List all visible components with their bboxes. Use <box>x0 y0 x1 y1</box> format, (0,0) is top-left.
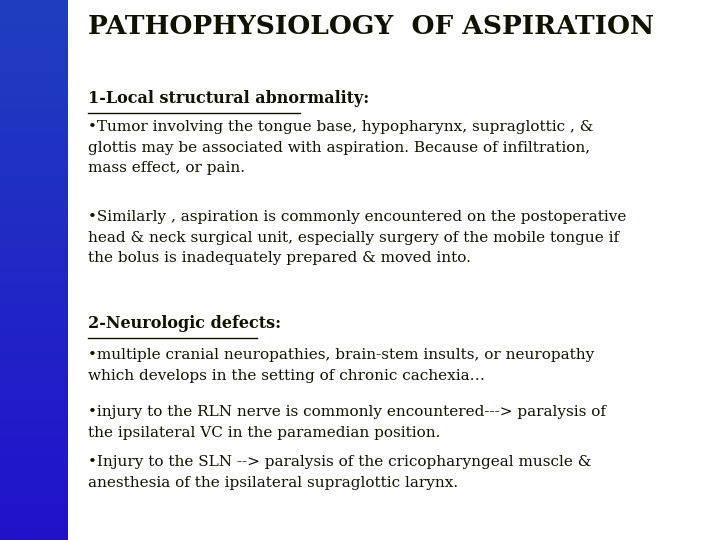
Text: •multiple cranial neuropathies, brain-stem insults, or neuropathy
which develops: •multiple cranial neuropathies, brain-st… <box>88 348 594 383</box>
Text: •injury to the RLN nerve is commonly encountered---> paralysis of
the ipsilatera: •injury to the RLN nerve is commonly enc… <box>88 405 606 440</box>
Text: PATHOPHYSIOLOGY  OF ASPIRATION: PATHOPHYSIOLOGY OF ASPIRATION <box>88 14 654 39</box>
Text: 1-Local structural abnormality:: 1-Local structural abnormality: <box>88 90 369 107</box>
Text: •Injury to the SLN --> paralysis of the cricopharyngeal muscle &
anesthesia of t: •Injury to the SLN --> paralysis of the … <box>88 455 591 490</box>
Text: •Similarly , aspiration is commonly encountered on the postoperative
head & neck: •Similarly , aspiration is commonly enco… <box>88 210 626 265</box>
Text: •Tumor involving the tongue base, hypopharynx, supraglottic , &
glottis may be a: •Tumor involving the tongue base, hypoph… <box>88 120 593 175</box>
Text: 2-Neurologic defects:: 2-Neurologic defects: <box>88 315 281 332</box>
